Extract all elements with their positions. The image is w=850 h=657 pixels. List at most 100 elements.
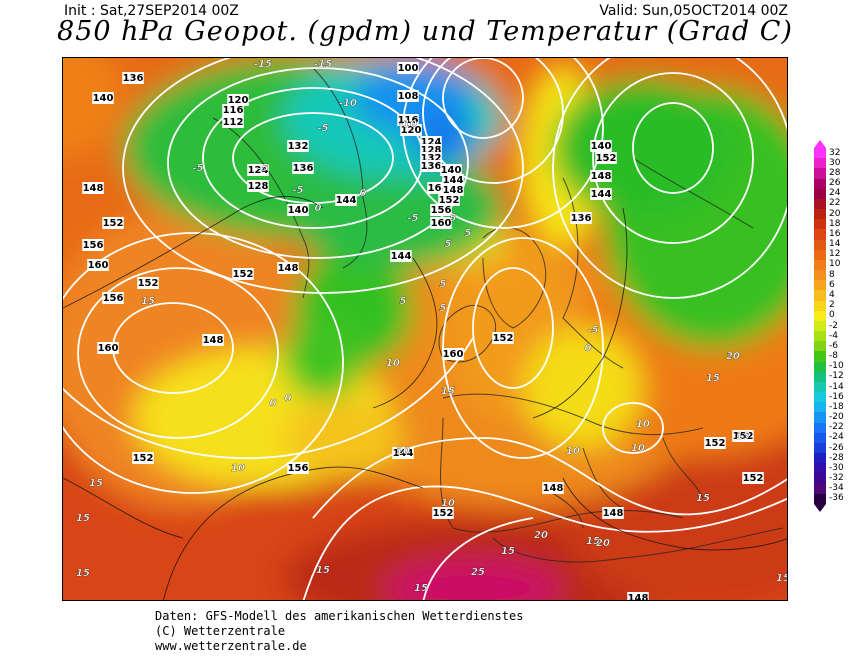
geopotential-label: 140 [287, 204, 309, 216]
temperature-label: 15 [501, 546, 515, 557]
svg-text:144: 144 [393, 448, 414, 459]
colorbar-swatch [814, 341, 826, 352]
svg-text:120: 120 [401, 125, 422, 136]
temperature-label: -5 [317, 123, 328, 134]
colorbar-swatch [814, 432, 826, 444]
colorbar-tick-label: -24 [829, 432, 844, 443]
svg-text:148: 148 [203, 335, 224, 346]
svg-text:144: 144 [591, 189, 612, 200]
svg-text:148: 148 [278, 263, 299, 274]
svg-text:15: 15 [316, 565, 330, 576]
temperature-label: -5 [192, 163, 203, 174]
svg-text:-5: -5 [407, 213, 418, 224]
website-text: www.wetterzentrale.de [155, 639, 307, 653]
temperature-label: 15 [441, 386, 455, 397]
colorbar-swatch [814, 158, 826, 169]
geopotential-label: 140 [440, 164, 462, 176]
svg-text:124: 124 [421, 137, 442, 148]
svg-text:152: 152 [103, 218, 124, 229]
geopotential-label: 152 [732, 430, 754, 442]
geopotential-label: 116 [222, 104, 244, 116]
geopotential-label: 148 [590, 170, 612, 182]
geopotential-label: 148 [82, 182, 104, 194]
geopotential-label: 112 [222, 116, 244, 128]
colorbar-swatch [814, 270, 826, 281]
svg-text:152: 152 [733, 431, 754, 442]
svg-text:5: 5 [445, 239, 452, 250]
svg-text:112: 112 [223, 117, 244, 128]
temperature-label: 10 [396, 446, 410, 457]
svg-text:132: 132 [288, 141, 309, 152]
temperature-label: 5 [399, 296, 406, 307]
temperature-label: 15 [76, 568, 90, 579]
svg-text:148: 148 [591, 171, 612, 182]
svg-text:15: 15 [76, 513, 90, 524]
colorbar-tick-label: -30 [829, 462, 844, 473]
svg-text:140: 140 [591, 141, 612, 152]
temperature-label: 25 [471, 567, 485, 578]
svg-text:148: 148 [443, 185, 464, 196]
coastlines [212, 67, 784, 563]
svg-text:152: 152 [433, 508, 454, 519]
svg-text:144: 144 [443, 175, 464, 186]
geopotential-label: 144 [392, 447, 414, 459]
colorbar-swatch [814, 351, 826, 363]
temperature-label: 15 [736, 431, 750, 442]
svg-text:156: 156 [288, 463, 309, 474]
svg-text:152: 152 [439, 195, 460, 206]
svg-text:5: 5 [450, 213, 457, 224]
svg-text:140: 140 [93, 93, 114, 104]
svg-text:152: 152 [493, 333, 514, 344]
geopotential-label: 156 [430, 204, 452, 216]
colorbar-tick-label: -34 [829, 483, 844, 494]
colorbar-cap-top [814, 140, 826, 148]
colorbar-swatch [814, 320, 826, 332]
temperature-label: -15 [314, 59, 332, 70]
svg-text:160: 160 [88, 260, 109, 271]
geopotential-label: 148 [542, 482, 564, 494]
temperature-label: 20 [596, 538, 610, 549]
temperature-label: 5 [444, 239, 452, 250]
colorbar-swatch [814, 239, 826, 251]
colorbar-swatch [814, 290, 826, 302]
colorbar-swatch [814, 168, 826, 179]
temperature-label: -5 [407, 213, 418, 224]
svg-text:148: 148 [543, 483, 564, 494]
svg-text:156: 156 [431, 205, 452, 216]
geopotential-label: 144 [590, 188, 612, 200]
temperature-label: 0 [314, 203, 321, 214]
geopotential-label: 120 [400, 124, 422, 136]
geopotential-label: 152 [492, 332, 514, 344]
geopotential-label: 120 [227, 94, 249, 106]
svg-text:-5: -5 [192, 163, 203, 174]
map-title: 850 hPa Geopot. (gpdm) und Temperatur (G… [57, 16, 793, 47]
colorbar-tick-label: 6 [829, 279, 835, 290]
geopotential-label: 132 [287, 140, 309, 152]
geopotential-label: 152 [432, 507, 454, 519]
svg-text:152: 152 [138, 278, 159, 289]
colorbar-tick-label: -8 [829, 351, 838, 361]
svg-text:152: 152 [596, 153, 617, 164]
temperature-label: 20 [534, 530, 548, 541]
temperature-label: 15 [706, 373, 720, 384]
colorbar-swatch [814, 402, 826, 413]
svg-text:124: 124 [248, 165, 269, 176]
colorbar-tick-label: 32 [829, 147, 841, 158]
temperature-label: 15 [776, 573, 787, 584]
temperature-label: 15 [141, 296, 155, 307]
geopotential-label: 160 [442, 348, 464, 360]
colorbar-swatch [814, 310, 826, 322]
temperature-label: -5 [257, 163, 268, 174]
temperature-label: 0 [359, 188, 366, 199]
geopotential-label: 148 [202, 334, 224, 346]
colorbar-tick-label: -6 [829, 340, 838, 351]
geopotential-label: 136 [420, 160, 442, 172]
colorbar-tick-label: 4 [829, 289, 835, 300]
svg-text:160: 160 [431, 218, 452, 229]
svg-text:10: 10 [386, 358, 400, 369]
init-time: Init : Sat,27SEP2014 00Z [64, 3, 239, 19]
svg-text:10: 10 [636, 419, 650, 430]
colorbar-swatch [814, 259, 826, 271]
svg-text:15: 15 [76, 568, 90, 579]
colorbar-swatch [814, 229, 826, 241]
